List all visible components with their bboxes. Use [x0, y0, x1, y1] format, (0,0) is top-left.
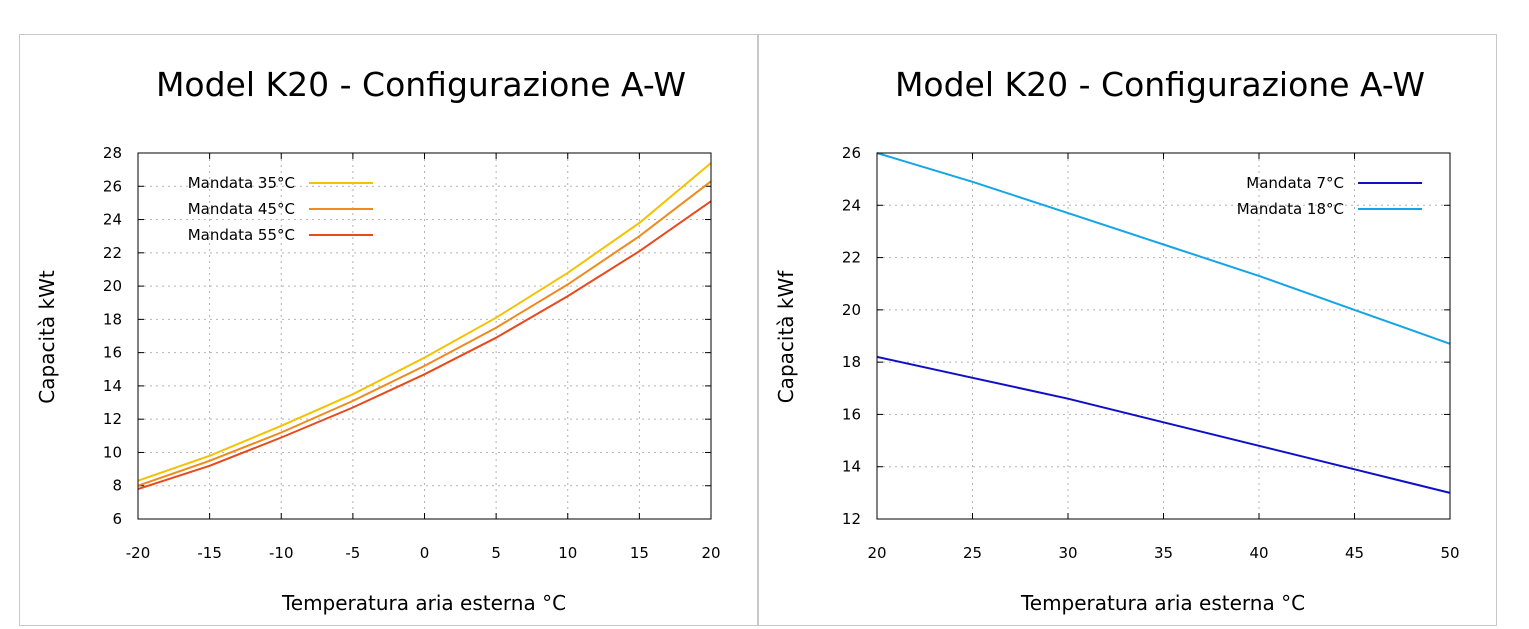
plot-frame [876, 152, 1451, 520]
y-tick-label: 18 [103, 310, 122, 328]
x-tick-label: 45 [1345, 544, 1364, 562]
y-tick-label: 24 [103, 211, 122, 229]
y-tick-label: 20 [842, 301, 861, 319]
legend: Mandata 35°C Mandata 45°C Mandata 55°C [188, 174, 373, 244]
legend-label: Mandata 35°C [188, 174, 295, 192]
y-tick-label: 22 [103, 244, 122, 262]
y-tick-label: 12 [103, 410, 122, 428]
y-tick-label: 26 [842, 144, 861, 162]
y-tick-label: 22 [842, 249, 861, 267]
x-tick-label: 25 [963, 544, 982, 562]
plot-frame [137, 152, 712, 520]
y-tick-label: 14 [842, 458, 861, 476]
series-line [137, 180, 712, 487]
y-tick-label: 8 [112, 477, 122, 495]
chart-panel-left: Model K20 - Configurazione A-W Temperatu… [19, 34, 758, 626]
y-tick-label: 26 [103, 177, 122, 195]
chart-title: Model K20 - Configurazione A-W [156, 65, 686, 104]
y-tick-label: 16 [842, 405, 861, 423]
y-tick-label: 18 [842, 353, 861, 371]
chart-left: Model K20 - Configurazione A-W Temperatu… [35, 65, 721, 615]
x-tick-label: -10 [269, 544, 294, 562]
gridlines [877, 153, 1450, 519]
x-tick-label: 30 [1058, 544, 1077, 562]
y-axis-label: Capacità kWf [774, 270, 798, 404]
y-tick-label: 14 [103, 377, 122, 395]
x-tick-label: 10 [558, 544, 577, 562]
x-tick-label: 35 [1154, 544, 1173, 562]
legend-label: Mandata 45°C [188, 200, 295, 218]
x-tick-label: -5 [345, 544, 360, 562]
y-axis-label: Capacità kWt [35, 270, 59, 404]
legend-label: Mandata 7°C [1246, 174, 1344, 192]
legend-label: Mandata 55°C [188, 226, 295, 244]
chart-title: Model K20 - Configurazione A-W [895, 65, 1425, 104]
x-tick-label: 5 [491, 544, 501, 562]
series-line [876, 355, 1451, 494]
x-tick-label: -20 [126, 544, 151, 562]
y-tick-label: 16 [103, 344, 122, 362]
x-axis-label: Temperatura aria esterna °C [281, 591, 566, 615]
series-line [137, 162, 712, 482]
chart-panel-right: Model K20 - Configurazione A-W Temperatu… [758, 34, 1497, 626]
y-tick-label: 24 [842, 196, 861, 214]
x-axis-label: Temperatura aria esterna °C [1020, 591, 1305, 615]
gridlines [138, 153, 711, 519]
y-tick-label: 20 [103, 277, 122, 295]
y-tick-label: 6 [112, 510, 122, 528]
y-tick-label: 28 [103, 144, 122, 162]
chart-right: Model K20 - Configurazione A-W Temperatu… [774, 65, 1460, 615]
y-tick-label: 12 [842, 510, 861, 528]
y-tick-label: 10 [103, 443, 122, 461]
x-tick-label: 20 [701, 544, 720, 562]
x-tick-label: 0 [420, 544, 430, 562]
x-tick-label: 15 [630, 544, 649, 562]
legend-label: Mandata 18°C [1237, 200, 1344, 218]
series-line [876, 152, 1451, 345]
series-line [137, 200, 712, 491]
x-tick-label: 20 [867, 544, 886, 562]
x-tick-label: 50 [1440, 544, 1459, 562]
legend: Mandata 7°C Mandata 18°C [1237, 174, 1422, 218]
x-tick-label: 40 [1249, 544, 1268, 562]
x-tick-label: -15 [197, 544, 222, 562]
